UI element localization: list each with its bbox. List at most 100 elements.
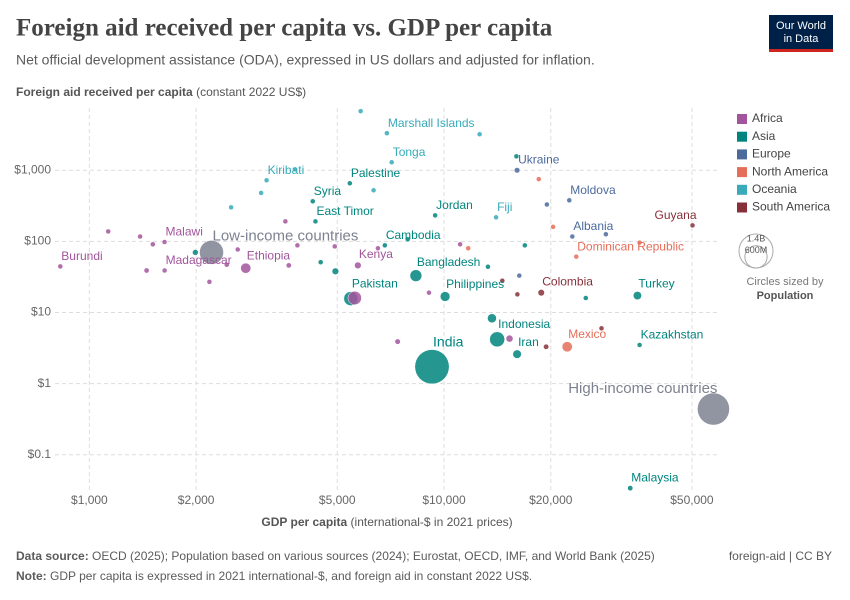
point-label: Philippines xyxy=(446,277,504,291)
point xyxy=(573,253,580,260)
point-label: Syria xyxy=(314,184,342,198)
logo-text: in Data xyxy=(784,33,820,45)
point-label: Marshall Islands xyxy=(388,116,475,130)
chart-title: Foreign aid received per capita vs. GDP … xyxy=(16,15,553,42)
point-label: Turkey xyxy=(638,277,674,291)
point xyxy=(476,131,483,137)
point xyxy=(583,295,589,301)
point xyxy=(258,190,264,196)
point xyxy=(543,343,549,350)
point xyxy=(512,349,522,359)
point xyxy=(537,289,545,297)
point-label: Madagascar xyxy=(166,253,232,267)
point xyxy=(489,331,505,348)
point-label: Indonesia xyxy=(498,317,550,331)
size-legend-label: 1.4B xyxy=(747,233,766,243)
point xyxy=(263,177,270,184)
legend-swatch xyxy=(737,202,747,213)
point xyxy=(505,334,514,343)
point xyxy=(388,159,395,165)
point xyxy=(224,261,230,268)
point-label: East Timor xyxy=(316,204,373,218)
point-label: Ethiopia xyxy=(247,248,291,262)
footer-license[interactable]: foreign-aid | CC BY xyxy=(729,549,832,563)
point xyxy=(487,313,497,324)
footer-note-text: GDP per capita is expressed in 2021 inte… xyxy=(50,569,532,583)
point xyxy=(457,241,463,248)
point-label: Jordan xyxy=(436,198,473,212)
point xyxy=(354,261,362,269)
point xyxy=(285,262,292,269)
point-label: Iran xyxy=(518,335,539,349)
x-axis-title-unit: (international-$ in 2021 prices) xyxy=(351,515,513,529)
footer-source-label: Data source: xyxy=(16,549,89,563)
point xyxy=(409,269,423,282)
point-label: Mexico xyxy=(568,327,606,341)
point xyxy=(514,291,521,298)
legend-label: Asia xyxy=(752,129,776,143)
point xyxy=(550,224,556,230)
point xyxy=(294,242,301,249)
size-legend-variable: Population xyxy=(757,290,814,302)
y-axis-title: Foreign aid received per capita (constan… xyxy=(16,85,306,99)
legend-label: Europe xyxy=(752,147,791,161)
logo[interactable]: Our World in Data xyxy=(769,15,833,52)
point-label: Pakistan xyxy=(352,277,398,291)
footer-note-label: Note: xyxy=(16,569,47,583)
x-axis-title: GDP per capita (international-$ in 2021 … xyxy=(261,515,512,529)
point xyxy=(137,233,143,240)
logo-bar xyxy=(769,49,833,52)
point xyxy=(357,108,364,114)
point xyxy=(161,239,168,245)
chart-subtitle: Net official development assistance (ODA… xyxy=(16,52,595,68)
legend-label: Oceania xyxy=(752,182,797,196)
point xyxy=(161,267,168,274)
point xyxy=(689,222,696,229)
point-label: Palestine xyxy=(351,166,401,180)
point xyxy=(432,212,438,219)
point xyxy=(426,289,432,296)
point xyxy=(544,201,550,208)
legend-swatch xyxy=(737,167,747,178)
point xyxy=(513,153,520,160)
point xyxy=(57,263,64,270)
point-label: Kiribati xyxy=(268,163,305,177)
point-label: India xyxy=(433,333,464,349)
footer-source: Data source: OECD (2025); Population bas… xyxy=(16,549,655,563)
point-label: Malawi xyxy=(166,225,203,239)
size-legend-caption: Circles sized by xyxy=(746,276,824,288)
point xyxy=(347,290,362,306)
income-group-point xyxy=(199,240,224,265)
point-label: Colombia xyxy=(542,275,593,289)
point xyxy=(206,279,213,285)
point-label: Bangladesh xyxy=(417,255,480,269)
x-tick-label: $50,000 xyxy=(670,493,714,507)
legend-label: Africa xyxy=(752,111,783,125)
point xyxy=(143,267,150,274)
income-group-point xyxy=(697,392,730,426)
point-label: Dominican Republic xyxy=(577,239,684,253)
y-tick-label: $1,000 xyxy=(14,162,51,176)
footer-source-text: OECD (2025); Population based on various… xyxy=(92,549,655,563)
point xyxy=(522,242,528,249)
size-legend-label: 600M xyxy=(745,245,768,255)
logo-text: Our World xyxy=(776,20,826,32)
legend-swatch xyxy=(737,184,747,195)
point xyxy=(404,236,411,243)
point xyxy=(312,218,319,225)
point-label: Moldova xyxy=(570,183,616,197)
point xyxy=(561,341,573,353)
point xyxy=(414,349,450,385)
point-label: Kenya xyxy=(359,247,393,261)
point xyxy=(228,204,234,211)
legend-swatch xyxy=(737,131,747,142)
point-label: Malaysia xyxy=(631,471,679,485)
footer-note: Note: GDP per capita is expressed in 202… xyxy=(16,569,532,583)
logo-box xyxy=(769,15,833,52)
x-tick-label: $20,000 xyxy=(529,493,573,507)
point xyxy=(627,485,634,492)
legend-label: North America xyxy=(752,164,828,178)
point xyxy=(636,239,643,246)
point xyxy=(493,214,499,221)
